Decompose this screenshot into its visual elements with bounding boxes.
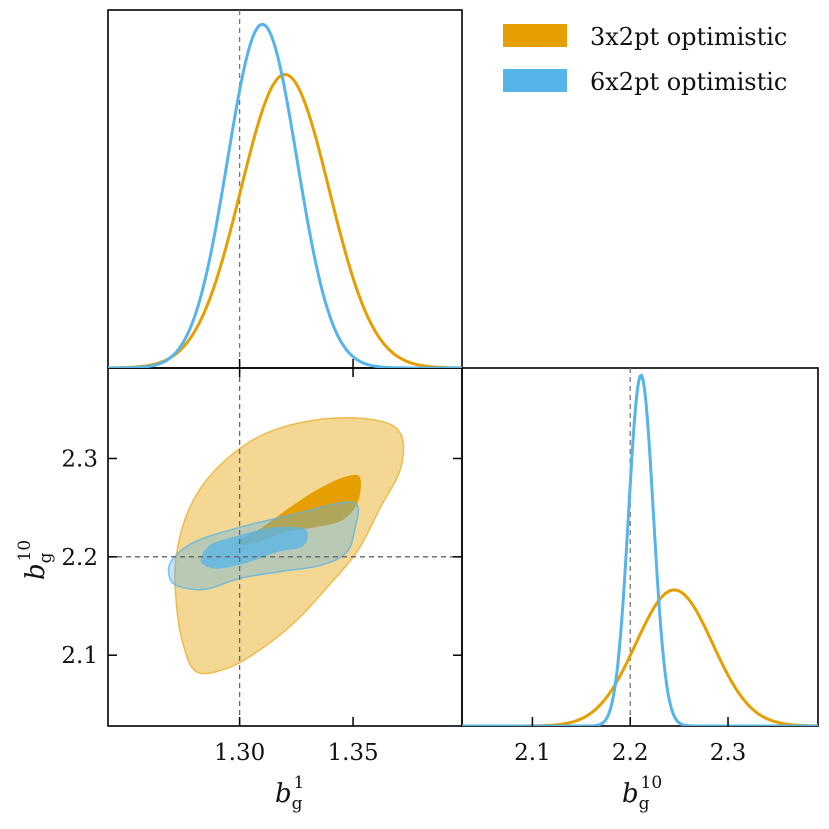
- tick-label-b10x-2: 2.2: [612, 740, 649, 766]
- legend-swatch-6x2pt: [503, 69, 567, 92]
- tick-label-b1-1: 1.30: [214, 740, 265, 766]
- tick-label-b1-2: 1.35: [327, 740, 378, 766]
- contour-3x2pt-inner: [237, 474, 361, 545]
- curve-3x2pt-b10: [462, 588, 818, 726]
- curve-6x2pt-b10: [462, 373, 818, 726]
- legend-label-6x2pt: 6x2pt optimistic: [590, 68, 787, 96]
- marginal-b10-panel: [462, 368, 818, 726]
- tick-label-b10x-1: 2.1: [514, 740, 551, 766]
- yaxis-label-b10: bg10: [15, 540, 56, 580]
- tick-label-b10y-1: 2.1: [61, 643, 98, 669]
- contour-6x2pt-inner: [200, 526, 309, 569]
- xaxis-label-b10: bg10: [622, 773, 662, 814]
- legend: 3x2pt optimistic 6x2pt optimistic: [503, 23, 787, 96]
- tick-label-b10y-3: 2.3: [61, 446, 98, 472]
- panel-b10-marginal-frame: [461, 367, 819, 727]
- legend-swatch-3x2pt: [503, 24, 567, 47]
- tick-label-b10x-3: 2.3: [710, 740, 747, 766]
- curve-6x2pt-b1: [108, 22, 462, 368]
- curve-3x2pt-b1: [108, 72, 462, 368]
- xaxis-label-b1: bg1: [275, 773, 304, 814]
- legend-label-3x2pt: 3x2pt optimistic: [590, 23, 787, 51]
- marginal-b1-panel: [108, 10, 462, 368]
- joint-b1-b10-panel: [108, 368, 462, 726]
- panel-b1-marginal-frame: [107, 9, 463, 369]
- tick-label-b10y-2: 2.2: [61, 545, 98, 571]
- tick-marks: [108, 359, 729, 726]
